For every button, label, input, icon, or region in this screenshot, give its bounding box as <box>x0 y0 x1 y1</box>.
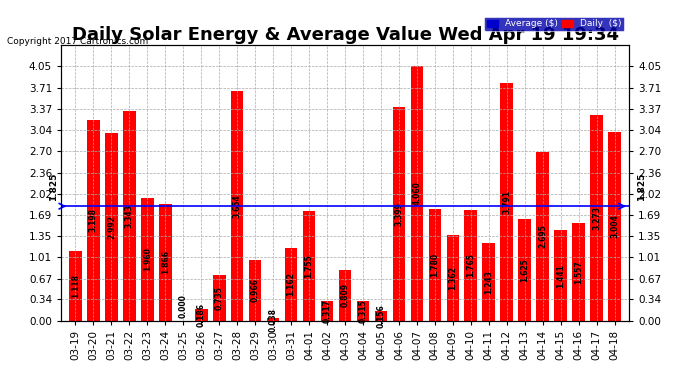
Title: Daily Solar Energy & Average Value Wed Apr 19 19:34: Daily Solar Energy & Average Value Wed A… <box>72 26 618 44</box>
Bar <box>69 251 81 321</box>
Bar <box>141 198 154 321</box>
Bar <box>123 111 136 321</box>
Text: Copyright 2017 Cartronics.com: Copyright 2017 Cartronics.com <box>7 38 148 46</box>
Text: 0.809: 0.809 <box>340 284 350 308</box>
Text: 3.273: 3.273 <box>592 206 601 230</box>
Text: 1.866: 1.866 <box>161 250 170 274</box>
Text: 1.755: 1.755 <box>304 254 313 278</box>
Bar <box>536 152 549 321</box>
Bar <box>500 83 513 321</box>
Text: 0.000: 0.000 <box>179 294 188 318</box>
Bar <box>87 120 100 321</box>
Bar <box>393 107 405 321</box>
Bar <box>339 270 351 321</box>
Bar <box>446 235 459 321</box>
Text: 0.317: 0.317 <box>322 299 331 323</box>
Text: 3.654: 3.654 <box>233 194 241 218</box>
Bar <box>249 260 262 321</box>
Bar <box>609 132 621 321</box>
Text: 0.315: 0.315 <box>359 299 368 323</box>
Text: 0.735: 0.735 <box>215 286 224 310</box>
Text: 1.118: 1.118 <box>71 274 80 298</box>
Text: 1.825: 1.825 <box>50 173 59 201</box>
Bar <box>357 301 369 321</box>
Bar <box>572 223 585 321</box>
Text: 0.186: 0.186 <box>197 303 206 327</box>
Legend: Average ($), Daily  ($): Average ($), Daily ($) <box>484 16 624 31</box>
Bar <box>590 115 603 321</box>
Bar <box>285 248 297 321</box>
Text: 1.625: 1.625 <box>520 258 529 282</box>
Bar <box>159 204 172 321</box>
Bar <box>267 318 279 321</box>
Bar <box>411 66 423 321</box>
Bar <box>195 309 208 321</box>
Bar <box>428 209 441 321</box>
Text: 3.343: 3.343 <box>125 204 134 228</box>
Bar <box>554 230 567 321</box>
Text: 1.765: 1.765 <box>466 254 475 278</box>
Text: 1.825: 1.825 <box>637 173 646 201</box>
Text: 0.038: 0.038 <box>268 308 277 332</box>
Text: 0.156: 0.156 <box>377 304 386 328</box>
Bar <box>303 211 315 321</box>
Text: 1.362: 1.362 <box>448 266 457 290</box>
Bar <box>464 210 477 321</box>
Text: 3.791: 3.791 <box>502 190 511 214</box>
Text: 1.441: 1.441 <box>556 264 565 288</box>
Text: 3.004: 3.004 <box>610 214 619 238</box>
Text: 2.992: 2.992 <box>107 215 116 239</box>
Bar <box>213 274 226 321</box>
Bar <box>375 311 387 321</box>
Text: 1.780: 1.780 <box>431 253 440 277</box>
Bar <box>518 219 531 321</box>
Bar <box>231 92 244 321</box>
Text: 1.243: 1.243 <box>484 270 493 294</box>
Text: 3.198: 3.198 <box>89 209 98 232</box>
Text: 3.399: 3.399 <box>395 202 404 226</box>
Bar <box>321 301 333 321</box>
Text: 4.060: 4.060 <box>413 182 422 205</box>
Text: 1.960: 1.960 <box>143 248 152 271</box>
Text: 2.695: 2.695 <box>538 224 547 248</box>
Bar <box>105 133 118 321</box>
Text: 0.966: 0.966 <box>250 279 259 303</box>
Bar <box>482 243 495 321</box>
Text: 1.557: 1.557 <box>574 260 583 284</box>
Text: 1.162: 1.162 <box>286 272 295 296</box>
